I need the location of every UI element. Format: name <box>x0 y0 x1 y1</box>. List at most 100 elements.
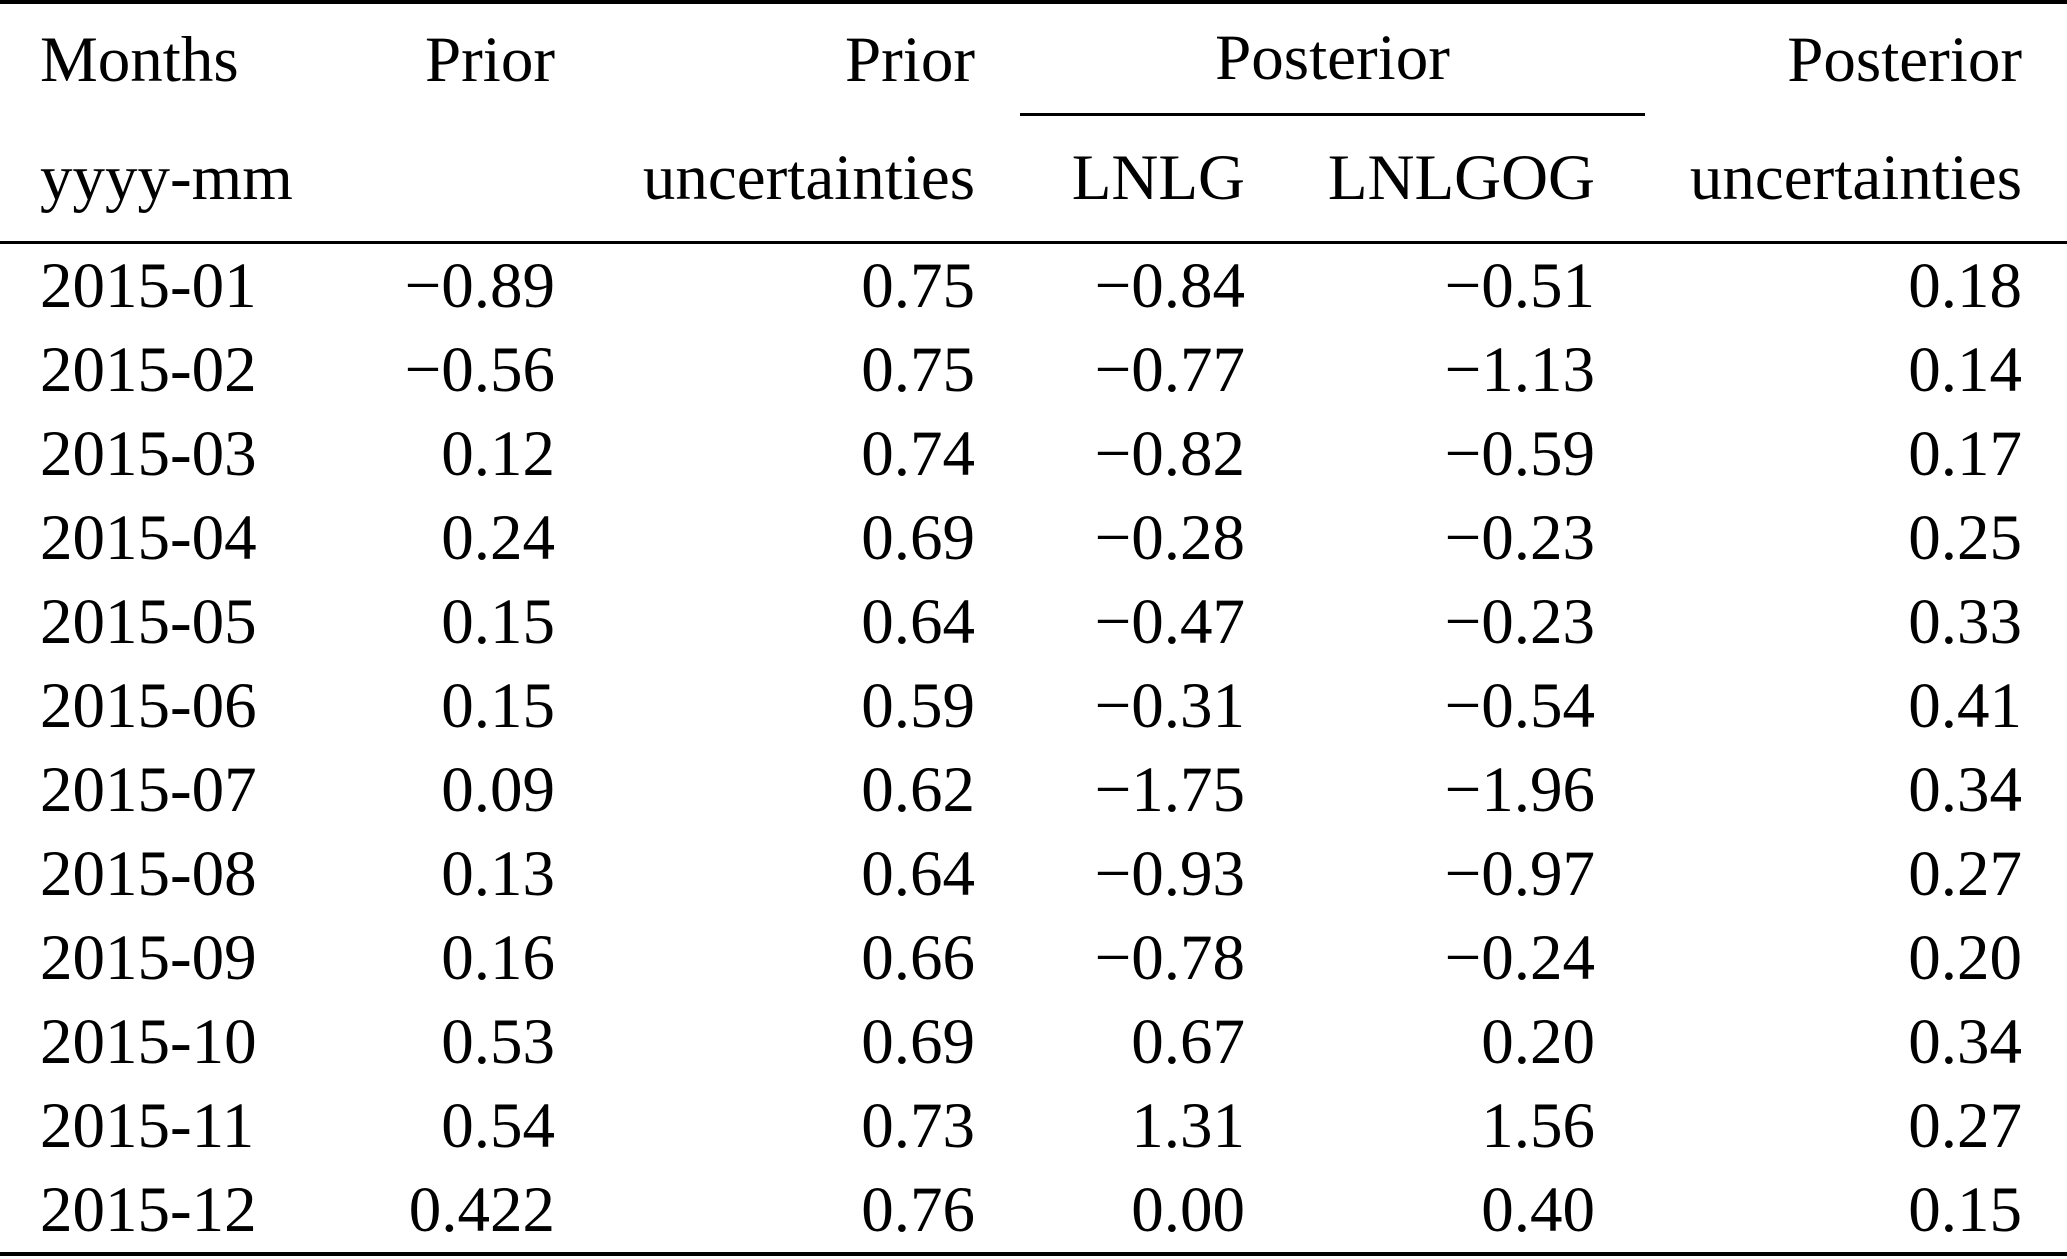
cell-prior: −0.56 <box>404 333 555 406</box>
cell-lnlgog: 0.40 <box>1245 1168 1595 1256</box>
cell-lnlg: 1.31 <box>1131 1089 1245 1162</box>
cell-posterior-uncertainty: 0.15 <box>1595 1168 2067 1256</box>
cell-posterior-uncertainty: 0.33 <box>1908 585 2022 658</box>
table-row: 2015-11 0.54 0.73 1.31 1.56 0.27 <box>0 1084 2067 1168</box>
cell-prior-uncertainty: 0.75 <box>861 333 975 406</box>
table-row: 2015-04 0.24 0.69 −0.28 −0.23 0.25 <box>0 496 2067 580</box>
cell-month: 2015-03 <box>40 417 257 490</box>
cell-month: 2015-07 <box>40 753 257 826</box>
table-body: 2015-01 −0.89 0.75 −0.84 −0.51 0.18 2015… <box>0 243 2067 1256</box>
cell-month: 2015-01 <box>40 249 257 322</box>
cell-lnlg: −0.84 <box>1094 249 1245 322</box>
table-row: 2015-03 0.12 0.74 −0.82 −0.59 0.17 <box>0 412 2067 496</box>
cell-lnlg: −1.75 <box>1094 753 1245 826</box>
table-row: 2015-07 0.09 0.62 −1.75 −1.96 0.34 <box>0 748 2067 832</box>
cell-posterior-uncertainty: 0.34 <box>1908 753 2022 826</box>
cell-month: 2015-12 <box>0 1168 380 1256</box>
cell-prior: 0.15 <box>441 585 555 658</box>
cell-month: 2015-02 <box>40 333 257 406</box>
cell-posterior-uncertainty: 0.18 <box>1908 249 2022 322</box>
table-row: 2015-05 0.15 0.64 −0.47 −0.23 0.33 <box>0 580 2067 664</box>
header-lnlg: LNLG <box>975 116 1245 244</box>
table-row: 2015-06 0.15 0.59 −0.31 −0.54 0.41 <box>0 664 2067 748</box>
header-posterior-group: Posterior <box>975 2 1645 116</box>
cell-lnlgog: −1.13 <box>1444 333 1595 406</box>
cell-prior-uncertainty: 0.64 <box>861 585 975 658</box>
header-prior-uncertainties-line1: Prior <box>845 23 975 96</box>
cell-month: 2015-05 <box>40 585 257 658</box>
table-row: 2015-08 0.13 0.64 −0.93 −0.97 0.27 <box>0 832 2067 916</box>
cell-lnlgog: −0.59 <box>1444 417 1595 490</box>
cell-prior: 0.15 <box>441 669 555 742</box>
table-row: 2015-10 0.53 0.69 0.67 0.20 0.34 <box>0 1000 2067 1084</box>
table-row: 2015-09 0.16 0.66 −0.78 −0.24 0.20 <box>0 916 2067 1000</box>
header-posterior-uncertainties-line1: Posterior <box>1787 23 2022 96</box>
header-row-2: yyyy-mm uncertainties LNLG LNLGOG uncert… <box>0 116 2067 244</box>
table-row: 2015-12 0.422 0.76 0.00 0.40 0.15 <box>0 1168 2067 1256</box>
cell-month: 2015-11 <box>40 1089 255 1162</box>
cell-lnlg: −0.77 <box>1094 333 1245 406</box>
cell-lnlgog: −0.24 <box>1444 921 1595 994</box>
header-prior-uncertainties-line2: uncertainties <box>555 116 975 244</box>
cell-lnlg: −0.78 <box>1094 921 1245 994</box>
cell-prior-uncertainty: 0.69 <box>861 1005 975 1078</box>
table-row: 2015-01 −0.89 0.75 −0.84 −0.51 0.18 <box>0 243 2067 329</box>
cell-posterior-uncertainty: 0.17 <box>1908 417 2022 490</box>
cell-prior-uncertainty: 0.73 <box>861 1089 975 1162</box>
cell-prior-uncertainty: 0.76 <box>555 1168 975 1256</box>
cell-prior-uncertainty: 0.64 <box>861 837 975 910</box>
cell-lnlg: −0.93 <box>1094 837 1245 910</box>
cell-prior: 0.09 <box>441 753 555 826</box>
cell-lnlgog: −1.96 <box>1444 753 1595 826</box>
cell-posterior-uncertainty: 0.27 <box>1908 1089 2022 1162</box>
cell-lnlgog: −0.23 <box>1444 585 1595 658</box>
cell-month: 2015-04 <box>40 501 257 574</box>
cell-prior: 0.16 <box>441 921 555 994</box>
table-header: Months Prior Prior Posterior Posterior y… <box>0 2 2067 244</box>
cell-lnlgog: −0.23 <box>1444 501 1595 574</box>
cell-posterior-uncertainty: 0.14 <box>1908 333 2022 406</box>
cell-month: 2015-06 <box>40 669 257 742</box>
header-months: Months <box>40 23 239 96</box>
cell-prior: −0.89 <box>404 249 555 322</box>
header-row-1: Months Prior Prior Posterior Posterior <box>0 2 2067 116</box>
cell-posterior-uncertainty: 0.20 <box>1908 921 2022 994</box>
cell-posterior-uncertainty: 0.27 <box>1908 837 2022 910</box>
cell-posterior-uncertainty: 0.25 <box>1908 501 2022 574</box>
cell-month: 2015-09 <box>40 921 257 994</box>
cell-lnlgog: −0.97 <box>1444 837 1595 910</box>
table-row: 2015-02 −0.56 0.75 −0.77 −1.13 0.14 <box>0 328 2067 412</box>
posterior-group-label: Posterior <box>1215 22 1450 95</box>
cell-lnlg: 0.00 <box>975 1168 1245 1256</box>
header-lnlgog: LNLGOG <box>1245 116 1595 244</box>
posterior-group-underline: Posterior <box>1020 4 1645 116</box>
cell-lnlgog: 1.56 <box>1481 1089 1595 1162</box>
cell-prior: 0.422 <box>380 1168 555 1256</box>
header-posterior-uncertainties-line2: uncertainties <box>1595 116 2067 244</box>
cell-prior-uncertainty: 0.75 <box>861 249 975 322</box>
cell-month: 2015-08 <box>40 837 257 910</box>
cell-prior-uncertainty: 0.66 <box>861 921 975 994</box>
cell-lnlgog: −0.54 <box>1444 669 1595 742</box>
cell-prior: 0.13 <box>441 837 555 910</box>
cell-lnlg: −0.28 <box>1094 501 1245 574</box>
cell-lnlg: −0.82 <box>1094 417 1245 490</box>
cell-posterior-uncertainty: 0.41 <box>1908 669 2022 742</box>
cell-month: 2015-10 <box>40 1005 257 1078</box>
cell-lnlg: −0.31 <box>1094 669 1245 742</box>
cell-prior: 0.24 <box>441 501 555 574</box>
cell-prior: 0.54 <box>441 1089 555 1162</box>
cell-prior-uncertainty: 0.74 <box>861 417 975 490</box>
cell-posterior-uncertainty: 0.34 <box>1908 1005 2022 1078</box>
cell-lnlg: −0.47 <box>1094 585 1245 658</box>
cell-lnlgog: 0.20 <box>1481 1005 1595 1078</box>
header-prior: Prior <box>425 23 555 96</box>
cell-lnlgog: −0.51 <box>1444 249 1595 322</box>
header-empty <box>380 116 555 244</box>
cell-prior-uncertainty: 0.69 <box>861 501 975 574</box>
cell-prior-uncertainty: 0.59 <box>861 669 975 742</box>
cell-prior: 0.12 <box>441 417 555 490</box>
header-yyyy-mm: yyyy-mm <box>0 116 380 244</box>
